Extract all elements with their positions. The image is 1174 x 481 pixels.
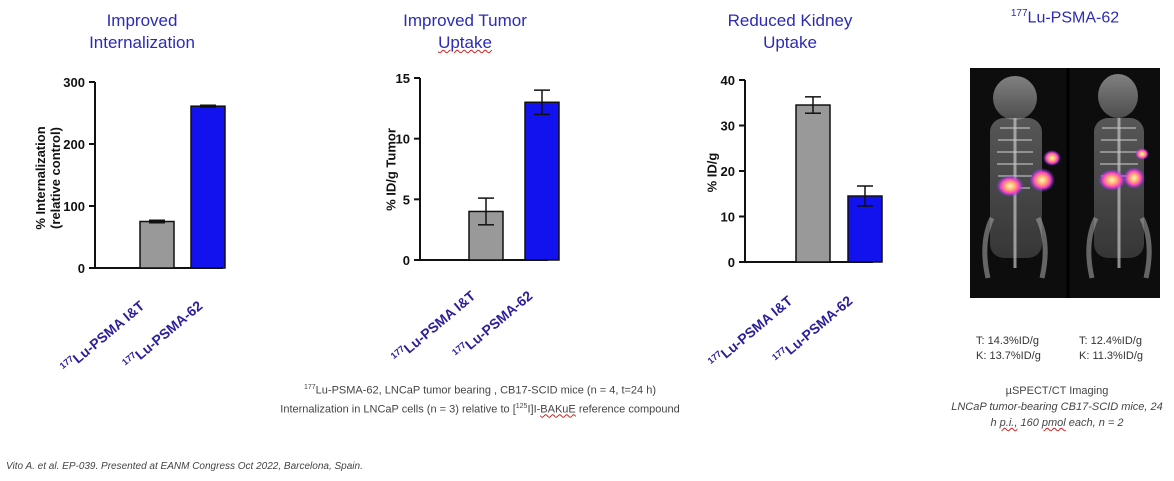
imaging-title-sup: 177	[1010, 8, 1028, 19]
imaging-method: µSPECT/CT Imaging	[1005, 385, 1109, 397]
tumor-hotspot-left	[1043, 150, 1061, 166]
citation: Vito A. et al. EP-039. Presented at EANM…	[6, 461, 363, 472]
chart3-ytick-label-0: 0	[728, 255, 735, 270]
imaging-title-text: Lu-PSMA-62	[1027, 9, 1120, 27]
chart1-ylabel-line1: % Internalization	[33, 126, 48, 230]
imaging-caption: µSPECT/CT Imaging LNCaP tumor-bearing CB…	[940, 383, 1174, 431]
chart3-ytick-label-4: 40	[721, 73, 735, 88]
figure-caption: 177Lu-PSMA-62, LNCaP tumor bearing , CB1…	[240, 380, 720, 417]
right-kidney-uptake: K: 11.3%ID/g	[1079, 350, 1143, 362]
chart2-bar-2	[524, 101, 560, 261]
kidney-hotspot-left-2	[1029, 168, 1055, 192]
kidney-hotspot-right-2	[1123, 167, 1145, 189]
chart3-plot: 0 10 20 30 40	[721, 73, 883, 270]
chart3-bar-2	[847, 195, 883, 263]
chart2-ytick-label-0: 0	[403, 253, 410, 268]
chart1-ytick-label-2: 200	[63, 137, 85, 152]
chart3-title-line1: Reduced Kidney	[727, 11, 853, 30]
chart1-bar-2	[190, 105, 226, 269]
caption-line2: Internalization in LNCaP cells (n = 3) r…	[240, 399, 720, 418]
kidney-hotspot-right-1	[1098, 169, 1126, 191]
caption-line1-text: Lu-PSMA-62, LNCaP tumor bearing , CB17-S…	[315, 384, 657, 397]
imaging-desc-mid: 160	[1017, 417, 1042, 429]
imaging-desc-pmol: pmol	[1041, 417, 1066, 429]
chart3-bar-1	[795, 104, 831, 263]
caption-line2-pre: Internalization in LNCaP cells (n = 3) r…	[280, 403, 516, 416]
imaging-stats-right: T: 12.4%ID/g K: 11.3%ID/g	[1079, 334, 1143, 364]
chart3-ytick-label-2: 20	[721, 164, 735, 179]
tumor-hotspot-right	[1135, 148, 1149, 160]
chart2-title: Improved Tumor Uptake	[385, 10, 545, 54]
imaging-desc-pre: h	[990, 417, 1000, 429]
chart2-ytick-label-3: 15	[396, 71, 410, 86]
chart3-title-line2: Uptake	[763, 33, 817, 52]
caption-line2-sup: 125	[515, 402, 528, 410]
imaging-desc-pi: p.i.,	[999, 417, 1018, 429]
chart1-title: Improved Internalization	[62, 10, 222, 54]
imaging-stats-left: T: 14.3%ID/g K: 13.7%ID/g	[976, 334, 1041, 364]
chart3-ytick-label-3: 30	[721, 119, 735, 134]
spect-ct-illustration	[970, 68, 1160, 298]
imaging-desc-line1: LNCaP tumor-bearing CB17-SCID mice, 24	[951, 401, 1163, 413]
chart2-ytick-label-1: 5	[403, 192, 410, 207]
caption-line1-sup: 177	[303, 384, 316, 391]
imaging-desc-line2: h p.i., 160 pmol each, n = 2	[940, 415, 1174, 431]
chart1-plot: 0 100 200 300	[63, 75, 226, 276]
chart2-ytick-label-2: 10	[396, 132, 410, 147]
chart1-title-line1: Improved	[106, 11, 178, 30]
kidney-hotspot-left-1	[996, 175, 1024, 197]
chart2-title-line1: Improved Tumor	[403, 11, 527, 30]
imaging-title: 177Lu-PSMA-62	[980, 8, 1150, 27]
caption-line2-mid: I]I-	[527, 403, 541, 416]
chart1-bar-1	[139, 220, 175, 269]
chart1-title-line2: Internalization	[89, 33, 195, 52]
chart1-ylabel: % Internalization (relative control)	[33, 98, 63, 258]
chart1-ytick-label-3: 300	[63, 75, 85, 90]
chart1-ytick-label-1: 100	[63, 199, 85, 214]
chart1-ytick-label-0: 0	[78, 261, 85, 276]
imaging-desc-post: each, n = 2	[1065, 417, 1124, 429]
spect-ct-image	[970, 68, 1160, 298]
caption-line2-post: reference compound	[575, 403, 680, 416]
left-tumor-uptake: T: 14.3%ID/g	[976, 335, 1039, 347]
chart3-ytick-label-1: 10	[721, 210, 735, 225]
caption-line2-wavy: BAKuE	[540, 403, 576, 416]
right-tumor-uptake: T: 12.4%ID/g	[1079, 335, 1142, 347]
chart2-plot: 0 5 10 15	[396, 71, 560, 268]
left-kidney-uptake: K: 13.7%ID/g	[976, 350, 1041, 362]
chart2-title-line2: Uptake	[438, 33, 492, 52]
chart3-title: Reduced Kidney Uptake	[710, 10, 870, 54]
caption-line1: 177Lu-PSMA-62, LNCaP tumor bearing , CB1…	[240, 380, 720, 399]
